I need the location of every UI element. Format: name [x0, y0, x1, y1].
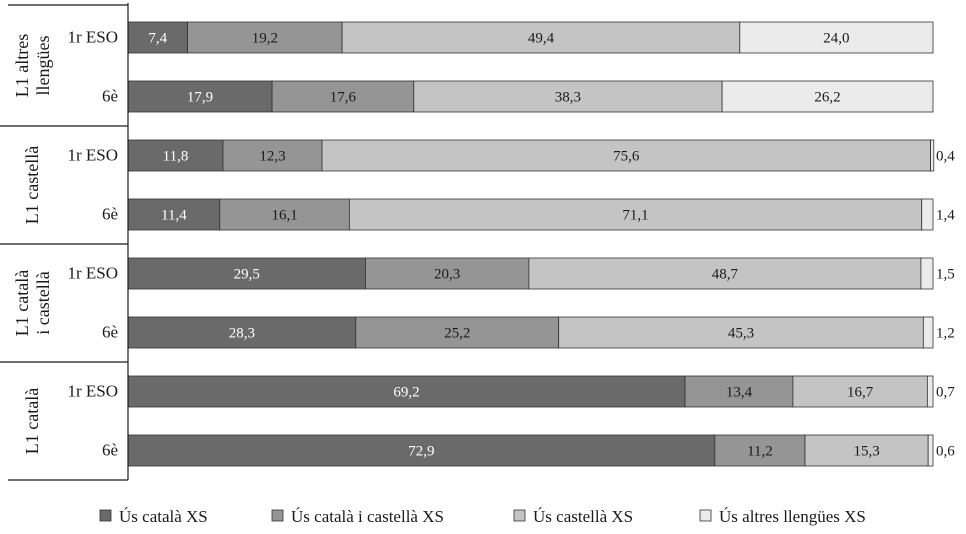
bar-segment [222, 139, 323, 172]
bar-segment [927, 434, 934, 467]
category-label: 6è [102, 205, 118, 224]
data-label: 1,2 [936, 326, 955, 342]
data-label: 28,3 [229, 326, 255, 342]
category-label: 1r ESO [67, 264, 118, 283]
bar-segment [922, 316, 934, 349]
group-label: L1 catalài castellà [12, 270, 53, 336]
bar-segment [127, 21, 188, 54]
bar-segment [792, 375, 928, 408]
group-label-line: L1 castellà [22, 146, 42, 224]
group-label: L1 castellà [22, 146, 42, 224]
category-label: 1r ESO [67, 382, 118, 401]
bar-segment [187, 21, 343, 54]
bar-segment [684, 375, 794, 408]
data-label: 12,3 [259, 149, 285, 165]
bar-segment [930, 139, 935, 172]
legend-swatch [699, 509, 712, 522]
category-label: 1r ESO [67, 28, 118, 47]
group-label: L1 català [22, 388, 42, 454]
data-label: 7,4 [148, 31, 167, 47]
data-label: 49,4 [528, 31, 555, 47]
data-label: 0,6 [936, 444, 955, 460]
category-label: 1r ESO [67, 146, 118, 165]
data-label: 48,7 [712, 267, 739, 283]
data-label: 25,2 [444, 326, 470, 342]
group-label-line: L1 català [22, 388, 42, 454]
group-label-line: L1 català [12, 270, 32, 336]
bar-segment [714, 434, 806, 467]
data-label: 69,2 [393, 385, 419, 401]
bar-segment [355, 316, 560, 349]
legend-swatch [513, 509, 526, 522]
category-label: 6è [102, 323, 118, 342]
legend-item: Ús català XS [99, 507, 208, 526]
group-label: L1 altresllengües [12, 34, 53, 97]
bar-segment [271, 80, 415, 113]
bar-segment [413, 80, 723, 113]
group-label-line: L1 altres [12, 34, 32, 97]
data-label: 0,7 [936, 385, 955, 401]
data-label: 45,3 [728, 326, 754, 342]
bars-layer [127, 21, 935, 467]
legend-label: Ús castellà XS [533, 507, 633, 526]
bar-segment [558, 316, 924, 349]
data-label: 72,9 [408, 444, 434, 460]
data-label: 29,5 [234, 267, 260, 283]
group-label-line: llengües [33, 36, 53, 96]
labels-layer: 7,4 19,2 49,4 24,0 1r ESO 17,9 17,6 38,3 26,2 6è 1… [12, 28, 955, 460]
data-label: 71,1 [622, 208, 648, 224]
legend-item: Ús altres llengües XS [699, 507, 866, 526]
legend-label: Ús altres llengües XS [719, 507, 866, 526]
bar-segment [528, 257, 922, 290]
legend-swatch [99, 509, 112, 522]
bar-segment [365, 257, 530, 290]
data-label: 1,5 [936, 267, 955, 283]
legend-item: Ús castellà XS [513, 507, 633, 526]
bar-segment [341, 21, 741, 54]
bar-segment [926, 375, 934, 408]
group-label-line: i castellà [33, 271, 53, 334]
bar-segment [739, 21, 934, 54]
category-label: 6è [102, 441, 118, 460]
data-label: 11,2 [747, 444, 773, 460]
legend: Ús català XS Ús català i castellà XS Ús ca… [99, 507, 866, 526]
data-label: 0,4 [936, 149, 955, 165]
bar-segment [921, 198, 934, 231]
bar-segment [348, 198, 923, 231]
data-label: 20,3 [434, 267, 460, 283]
bar-segment [219, 198, 350, 231]
data-label: 1,4 [936, 208, 955, 224]
category-label: 6è [102, 87, 118, 106]
legend-swatch [271, 509, 284, 522]
data-label: 13,4 [726, 385, 753, 401]
data-label: 11,4 [161, 208, 187, 224]
data-label: 16,1 [271, 208, 297, 224]
legend-label: Ús català i castellà XS [291, 507, 444, 526]
bar-segment [920, 257, 934, 290]
bar-segment [127, 80, 273, 113]
bar-segment [127, 375, 686, 408]
data-label: 16,7 [847, 385, 874, 401]
legend-label: Ús català XS [119, 507, 208, 526]
data-label: 38,3 [555, 90, 581, 106]
data-label: 15,3 [853, 444, 879, 460]
data-label: 17,6 [330, 90, 357, 106]
data-label: 19,2 [252, 31, 278, 47]
bar-segment [127, 198, 221, 231]
bar-segment [721, 80, 934, 113]
group-frame [0, 3, 129, 481]
data-label: 75,6 [613, 149, 640, 165]
legend-item: Ús català i castellà XS [271, 507, 444, 526]
data-label: 11,8 [163, 149, 189, 165]
data-label: 17,9 [187, 90, 213, 106]
data-label: 24,0 [823, 31, 849, 47]
data-label: 26,2 [814, 90, 840, 106]
